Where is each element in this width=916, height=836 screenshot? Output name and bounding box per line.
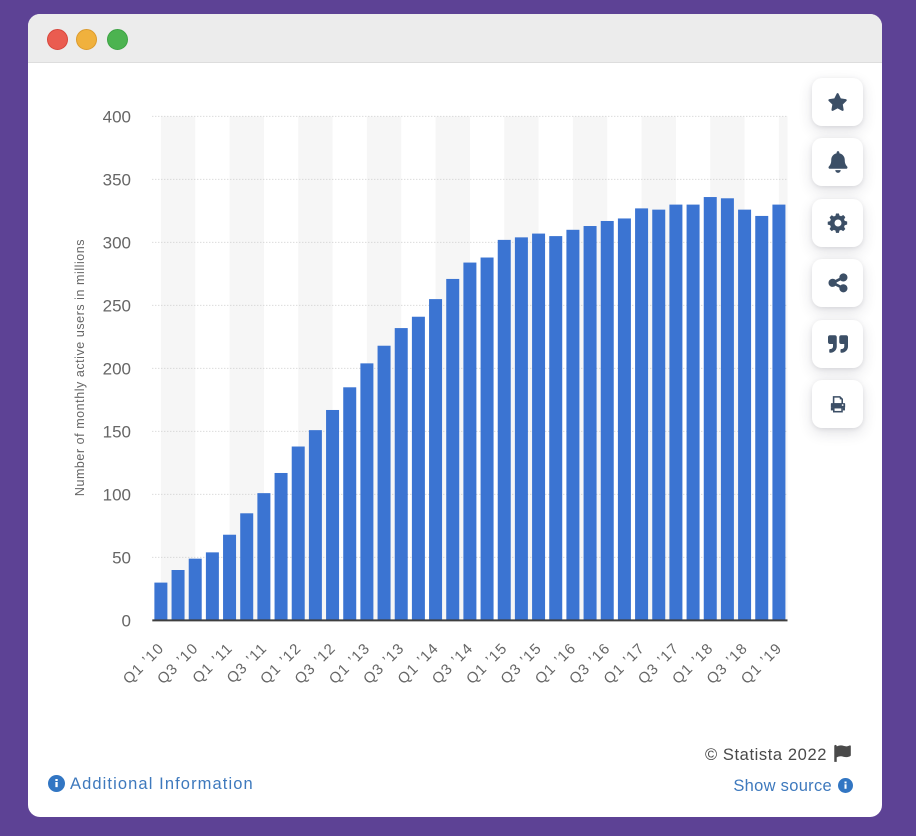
svg-text:Number of monthly active users: Number of monthly active users in millio…: [73, 239, 87, 496]
svg-text:0: 0: [122, 611, 131, 630]
svg-text:50: 50: [112, 548, 131, 567]
svg-text:200: 200: [103, 359, 131, 378]
svg-text:150: 150: [103, 422, 131, 441]
svg-text:400: 400: [103, 107, 131, 126]
svg-text:250: 250: [103, 296, 131, 315]
svg-text:300: 300: [103, 233, 131, 252]
svg-text:100: 100: [103, 485, 131, 504]
svg-text:350: 350: [103, 170, 131, 189]
